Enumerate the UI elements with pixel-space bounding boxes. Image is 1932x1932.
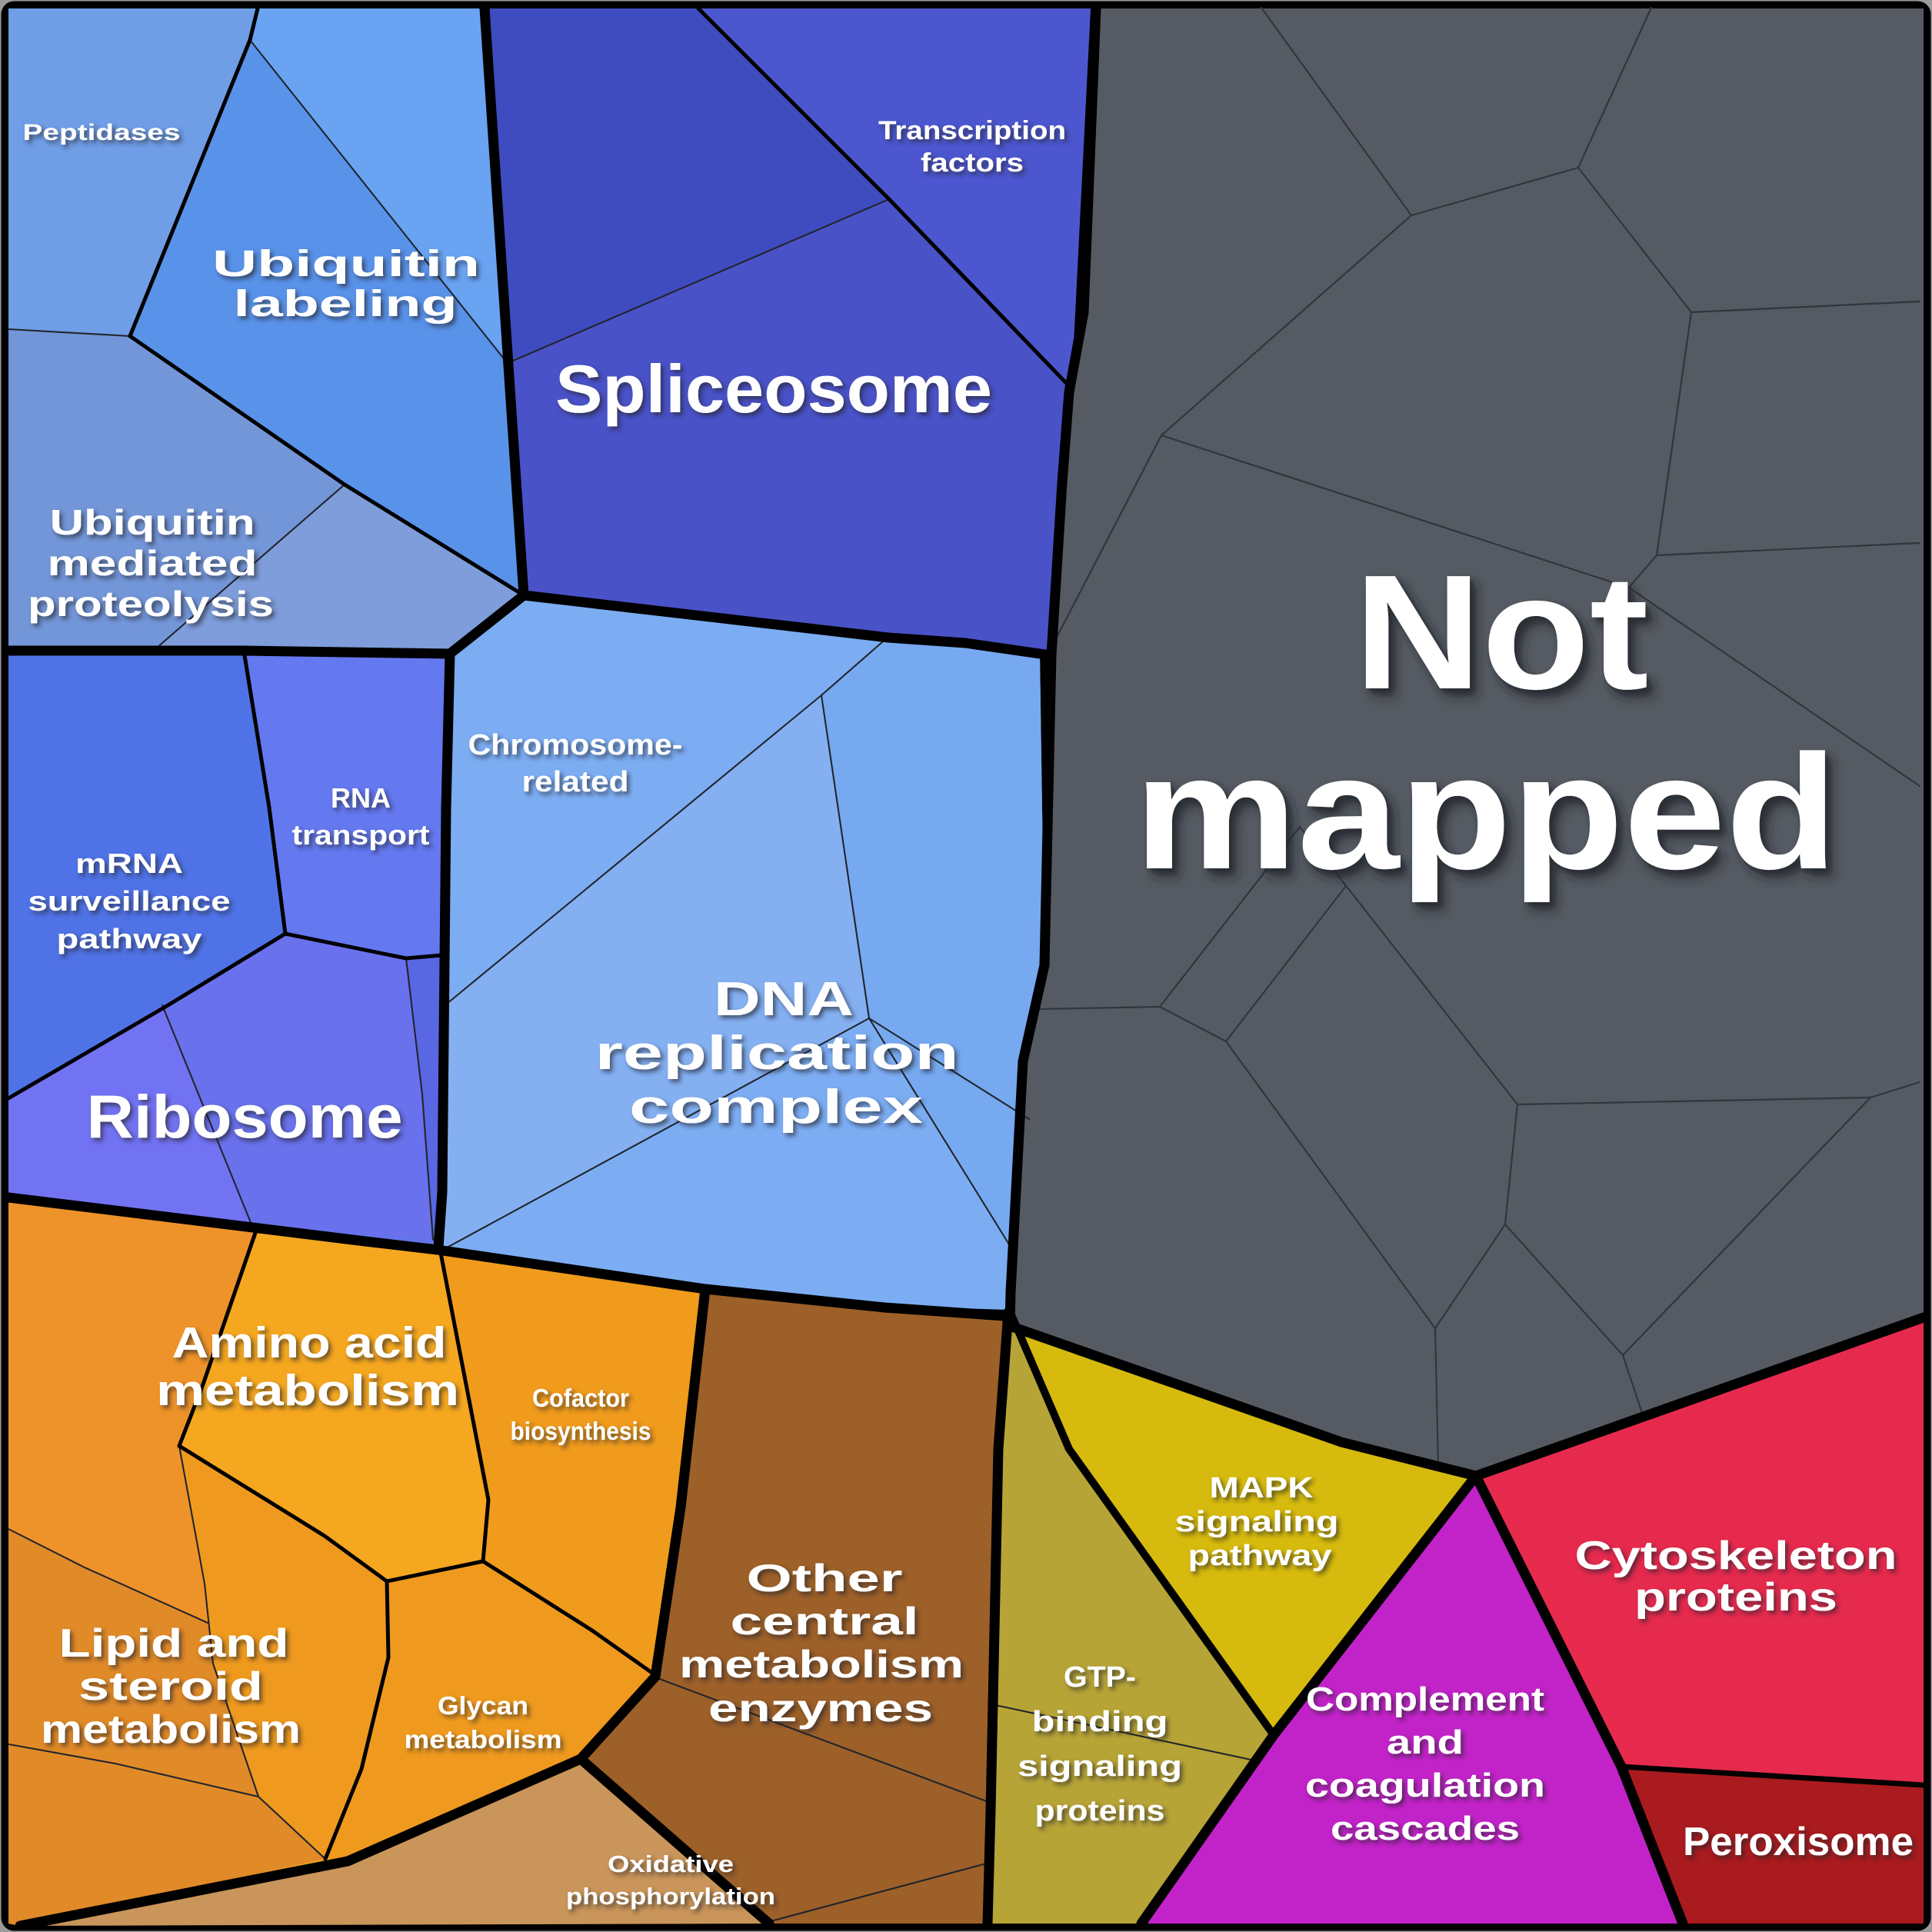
svg-text:GTP-: GTP-: [1064, 1661, 1136, 1694]
svg-text:Spliceosome: Spliceosome: [555, 351, 992, 427]
svg-text:pathway: pathway: [1188, 1540, 1332, 1572]
svg-text:mediated: mediated: [48, 543, 258, 583]
svg-text:coagulation: coagulation: [1305, 1767, 1545, 1804]
svg-text:steroid: steroid: [78, 1664, 263, 1709]
svg-text:biosynthesis: biosynthesis: [511, 1417, 651, 1445]
svg-text:Not: Not: [1354, 541, 1649, 723]
svg-text:Lipid and: Lipid and: [59, 1621, 289, 1666]
svg-text:enzymes: enzymes: [708, 1687, 933, 1730]
svg-text:Amino acid: Amino acid: [172, 1318, 447, 1367]
svg-text:phosphorylation: phosphorylation: [566, 1883, 775, 1910]
svg-text:Glycan: Glycan: [438, 1691, 528, 1720]
svg-text:Other: Other: [747, 1557, 903, 1600]
svg-text:proteins: proteins: [1634, 1575, 1837, 1620]
svg-text:metabolism: metabolism: [405, 1725, 562, 1754]
svg-text:Peroxisome: Peroxisome: [1683, 1820, 1914, 1864]
svg-text:Cofactor: Cofactor: [532, 1384, 629, 1412]
svg-text:Chromosome-: Chromosome-: [468, 729, 683, 761]
svg-text:Ubiquitin: Ubiquitin: [50, 502, 255, 542]
svg-text:DNA: DNA: [714, 973, 854, 1026]
svg-text:pathway: pathway: [57, 923, 202, 954]
svg-text:transport: transport: [292, 819, 430, 851]
svg-text:labeling: labeling: [234, 284, 458, 325]
svg-text:mapped: mapped: [1134, 721, 1838, 903]
svg-text:Ribosome: Ribosome: [87, 1082, 403, 1151]
svg-text:related: related: [522, 766, 629, 798]
svg-text:factors: factors: [921, 148, 1024, 178]
svg-text:cascades: cascades: [1331, 1810, 1520, 1847]
svg-text:RNA: RNA: [331, 782, 391, 814]
svg-text:Transcription: Transcription: [878, 116, 1066, 145]
svg-text:MAPK: MAPK: [1210, 1472, 1314, 1504]
svg-text:Ubiquitin: Ubiquitin: [212, 244, 480, 285]
svg-text:metabolism: metabolism: [679, 1643, 964, 1686]
svg-text:surveillance: surveillance: [28, 885, 231, 917]
svg-text:signaling: signaling: [1175, 1506, 1339, 1538]
svg-text:signaling: signaling: [1018, 1750, 1182, 1783]
svg-text:proteolysis: proteolysis: [28, 584, 274, 624]
svg-text:Complement: Complement: [1306, 1681, 1544, 1718]
svg-text:metabolism: metabolism: [41, 1707, 301, 1752]
svg-text:mRNA: mRNA: [75, 848, 183, 879]
svg-text:metabolism: metabolism: [156, 1366, 459, 1415]
svg-text:Peptidases: Peptidases: [23, 120, 181, 145]
svg-text:Oxidative: Oxidative: [608, 1850, 734, 1877]
svg-text:proteins: proteins: [1035, 1795, 1165, 1827]
svg-text:binding: binding: [1032, 1706, 1168, 1738]
svg-text:and: and: [1387, 1724, 1464, 1761]
svg-text:replication: replication: [595, 1027, 959, 1080]
svg-text:Cytoskeleton: Cytoskeleton: [1575, 1534, 1897, 1578]
svg-text:central: central: [731, 1600, 919, 1643]
svg-text:complex: complex: [629, 1081, 924, 1134]
